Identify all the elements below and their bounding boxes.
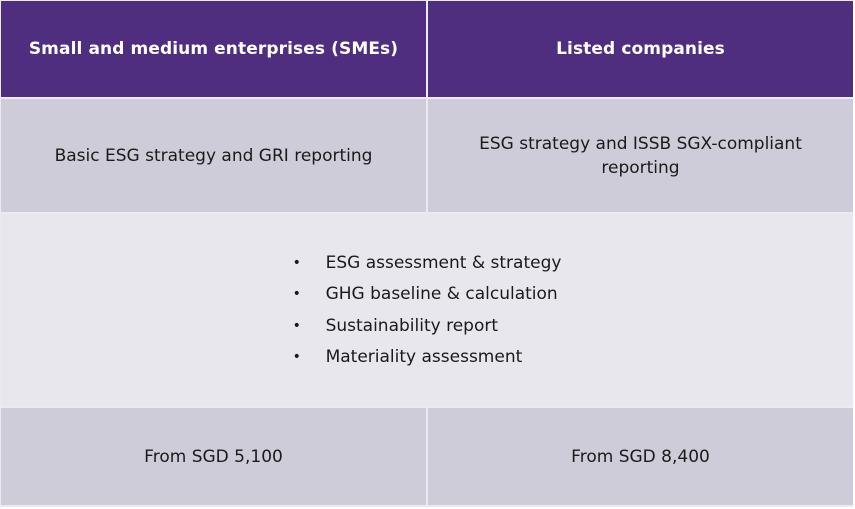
header-smes: Small and medium enterprises (SMEs) bbox=[1, 1, 426, 97]
smes-price: From SGD 5,100 bbox=[1, 408, 426, 505]
service-label: Sustainability report bbox=[325, 315, 499, 336]
header-smes-label: Small and medium enterprises (SMEs) bbox=[28, 39, 399, 59]
listed-price: From SGD 8,400 bbox=[428, 408, 853, 505]
listed-description: ESG strategy and ISSB SGX-compliant repo… bbox=[428, 99, 853, 212]
list-item: • Sustainability report bbox=[273, 310, 562, 342]
header-listed-label: Listed companies bbox=[556, 39, 725, 59]
services-row: • ESG assessment & strategy • GHG baseli… bbox=[1, 214, 853, 406]
service-label: GHG baseline & calculation bbox=[325, 284, 558, 305]
header-listed-companies: Listed companies bbox=[428, 1, 853, 97]
service-label: ESG assessment & strategy bbox=[325, 252, 562, 273]
listed-description-text: ESG strategy and ISSB SGX-compliant repo… bbox=[479, 133, 802, 178]
service-label: Materiality assessment bbox=[325, 347, 523, 368]
bullet-icon: • bbox=[292, 349, 301, 366]
list-item: • GHG baseline & calculation bbox=[273, 279, 562, 311]
services-list: • ESG assessment & strategy • GHG baseli… bbox=[273, 247, 562, 373]
smes-description: Basic ESG strategy and GRI reporting bbox=[1, 99, 426, 212]
bullet-icon: • bbox=[292, 286, 301, 303]
bullet-icon: • bbox=[292, 317, 301, 334]
smes-price-text: From SGD 5,100 bbox=[144, 446, 283, 467]
bullet-icon: • bbox=[292, 254, 301, 271]
listed-price-text: From SGD 8,400 bbox=[571, 446, 710, 467]
smes-description-text: Basic ESG strategy and GRI reporting bbox=[54, 145, 373, 166]
list-item: • Materiality assessment bbox=[273, 342, 562, 374]
list-item: • ESG assessment & strategy bbox=[273, 247, 562, 279]
